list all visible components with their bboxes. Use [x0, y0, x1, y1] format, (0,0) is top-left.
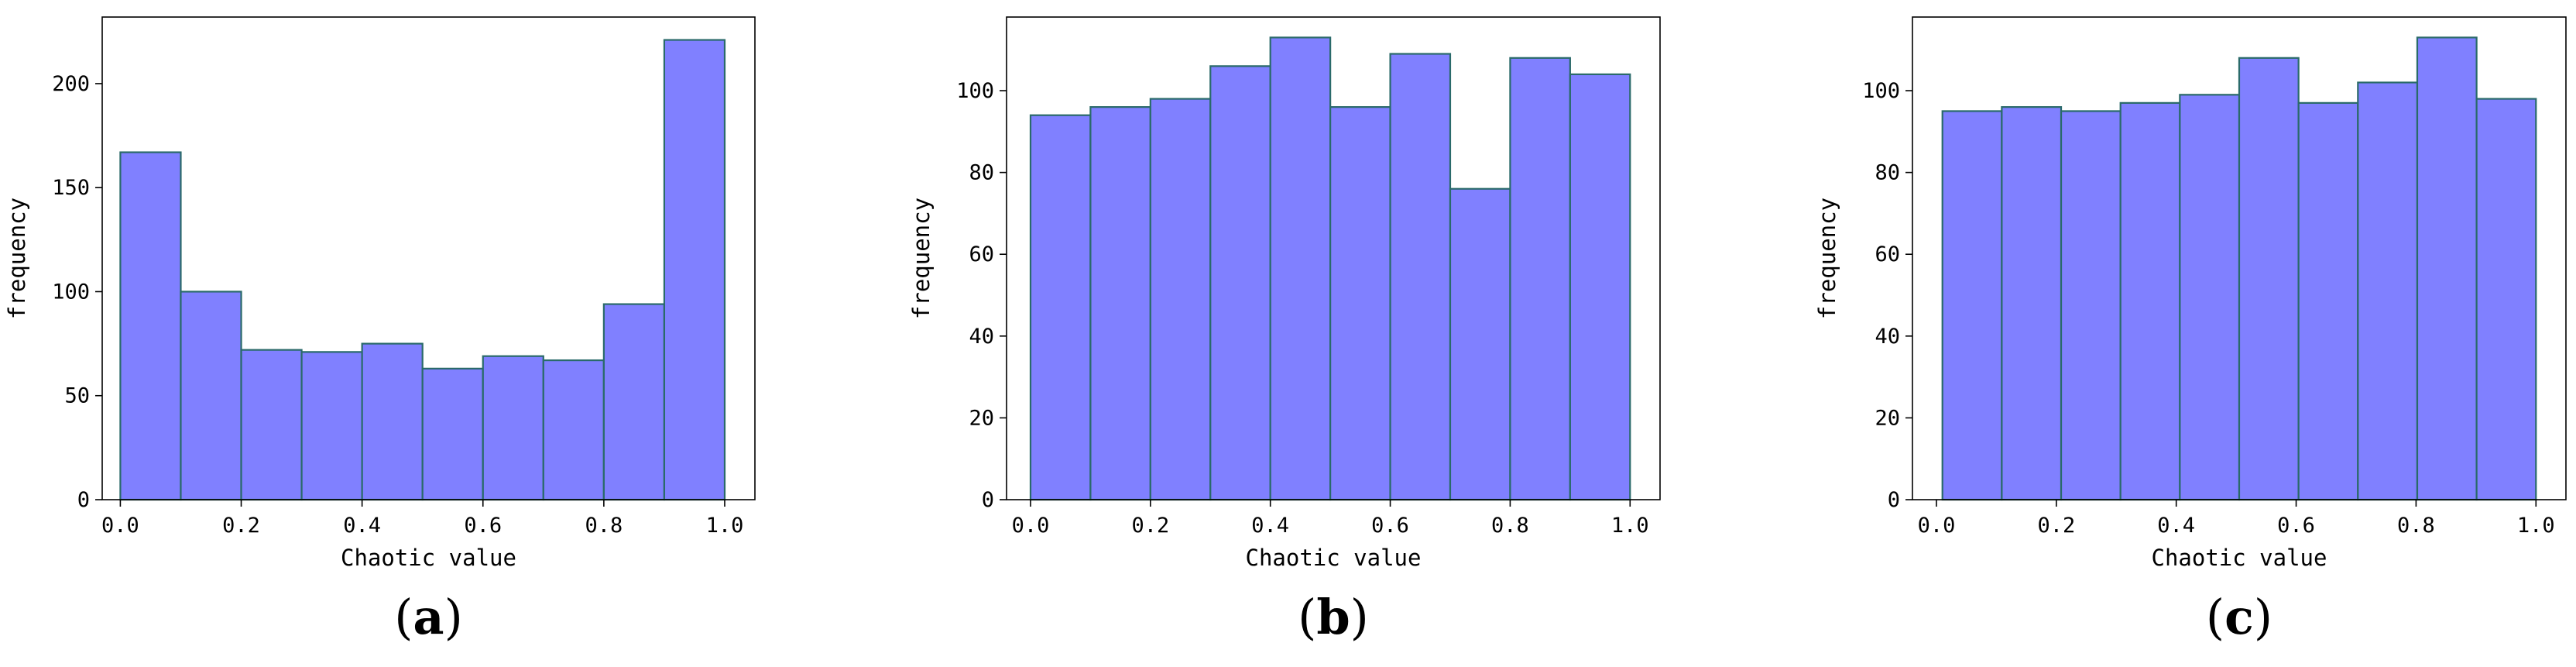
histogram-bar — [2416, 36, 2478, 501]
y-tick-label: 60 — [969, 242, 994, 266]
y-tick-label: 20 — [1875, 406, 1900, 430]
x-tick-label: 0.6 — [2277, 514, 2315, 538]
histogram-bar — [1449, 187, 1511, 501]
histogram-bar — [2179, 94, 2241, 501]
x-axis-label: Chaotic value — [1246, 545, 1422, 571]
histogram-bar — [1941, 110, 2003, 501]
histogram-bar — [1509, 57, 1571, 501]
y-tick-label: 0 — [1888, 488, 1900, 512]
y-tick-label: 40 — [1875, 325, 1900, 349]
x-tick-label: 0.8 — [585, 514, 623, 538]
histogram-bar — [2238, 57, 2300, 501]
histogram-bar — [2060, 110, 2122, 501]
panel-label: (a) — [394, 589, 463, 645]
histogram-bar — [240, 349, 303, 501]
x-axis-label: Chaotic value — [2152, 545, 2327, 571]
histogram-bar — [2357, 81, 2419, 501]
histogram-bar — [542, 359, 605, 501]
x-tick-label: 0.8 — [2397, 514, 2435, 538]
histogram-bar — [300, 351, 363, 501]
y-tick-label: 150 — [52, 176, 90, 200]
y-axis-label: frequency — [908, 198, 935, 319]
histogram-bar — [1269, 36, 1332, 501]
histogram-bar — [2001, 106, 2063, 501]
y-tick-label: 60 — [1875, 242, 1900, 266]
histogram-bar — [602, 303, 666, 501]
x-tick-label: 0.8 — [1491, 514, 1529, 538]
histogram-bar — [180, 291, 242, 501]
x-tick-label: 0.0 — [1012, 514, 1050, 538]
histogram-bar — [1329, 106, 1391, 501]
y-tick-label: 100 — [52, 280, 90, 304]
plot-frame — [101, 16, 756, 500]
histogram-bar — [1209, 65, 1271, 501]
x-tick-label: 0.6 — [1371, 514, 1409, 538]
x-tick-label: 0.4 — [2157, 514, 2195, 538]
y-tick-label: 200 — [52, 72, 90, 96]
x-tick-label: 0.6 — [464, 514, 502, 538]
chart-panel-b: 0.0 0.2 0.4 0.6 0.8 1.0 0 20 40 60 80 100 Chaotic va… — [908, 16, 1661, 645]
y-tick-label: 0 — [982, 488, 994, 512]
x-tick-label: 0.4 — [1251, 514, 1289, 538]
panel-label: (b) — [1298, 589, 1369, 645]
x-tick-label: 1.0 — [2517, 514, 2555, 538]
x-tick-label: 1.0 — [706, 514, 744, 538]
histogram-bar — [1389, 53, 1452, 501]
y-tick-label: 50 — [64, 384, 90, 408]
y-tick-label: 80 — [969, 161, 994, 185]
plot-frame — [1006, 16, 1661, 500]
histogram-bar — [1029, 114, 1092, 501]
histogram-bar — [663, 39, 726, 501]
y-tick-label: 80 — [1875, 161, 1900, 185]
x-tick-label: 1.0 — [1611, 514, 1649, 538]
x-axis-label: Chaotic value — [341, 545, 516, 571]
histogram-bar — [1569, 73, 1631, 501]
panel-label: (c) — [2206, 589, 2272, 645]
chart-panel-c: 0.0 0.2 0.4 0.6 0.8 1.0 0 20 40 60 80 100 Chaotic va… — [1814, 16, 2567, 645]
plot-frame — [1912, 16, 2567, 500]
x-tick-label: 0.2 — [2037, 514, 2075, 538]
y-tick-label: 0 — [77, 488, 90, 512]
y-tick-label: 40 — [969, 325, 994, 349]
histogram-bar — [482, 355, 544, 501]
histogram-bar — [2119, 101, 2181, 501]
histogram-bar — [2297, 101, 2359, 501]
histogram-bar — [1089, 106, 1151, 501]
x-tick-label: 0.2 — [1131, 514, 1169, 538]
chart-panel-a: 0.0 0.2 0.4 0.6 0.8 1.0 0 50 100 150 200 Chaotic va… — [4, 16, 756, 645]
histogram-bar — [361, 342, 424, 501]
histogram-bar — [119, 151, 182, 501]
y-tick-label: 100 — [1862, 79, 1900, 103]
y-tick-label: 100 — [956, 79, 994, 103]
histogram-bar — [1149, 98, 1212, 501]
x-tick-label: 0.2 — [222, 514, 260, 538]
y-axis-label: frequency — [4, 198, 30, 319]
x-tick-label: 0.0 — [101, 514, 139, 538]
histogram-bar — [2475, 98, 2537, 501]
y-axis-label: frequency — [1814, 198, 1840, 319]
x-tick-label: 0.0 — [1918, 514, 1956, 538]
histogram-bar — [421, 367, 484, 501]
x-tick-label: 0.4 — [343, 514, 381, 538]
y-tick-label: 20 — [969, 406, 994, 430]
